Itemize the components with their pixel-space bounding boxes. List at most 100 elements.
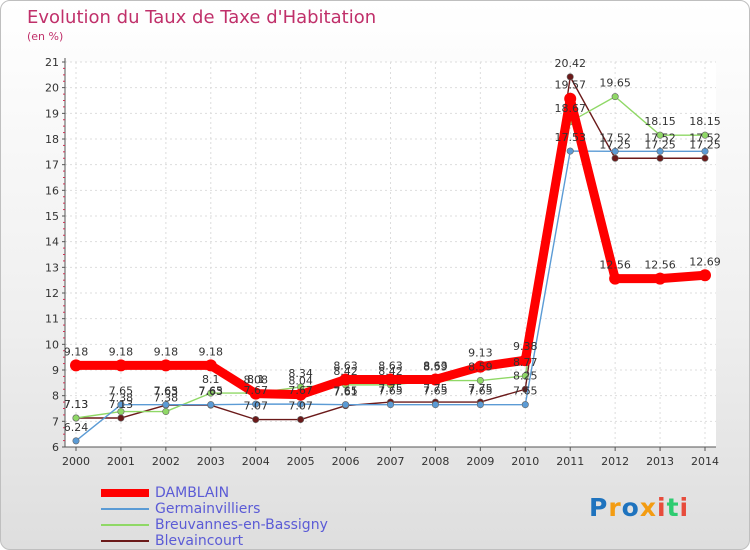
x-tick-label: 2007 xyxy=(377,455,405,468)
data-label: 7.07 xyxy=(288,400,313,413)
data-label: 18.15 xyxy=(689,115,721,128)
data-point xyxy=(162,408,170,416)
data-point xyxy=(429,373,442,386)
data-point xyxy=(566,73,574,81)
data-label: 7.67 xyxy=(288,384,313,397)
y-tick-label: 11 xyxy=(45,313,59,326)
data-label: 7.38 xyxy=(154,392,179,405)
data-point xyxy=(656,147,664,155)
data-label: 9.18 xyxy=(199,345,224,358)
data-point xyxy=(207,401,215,409)
data-label: 19.57 xyxy=(554,79,586,92)
data-label: 6.24 xyxy=(64,421,89,434)
data-point xyxy=(252,400,260,408)
data-label: 7.07 xyxy=(243,400,268,413)
data-label: 17.52 xyxy=(644,131,676,144)
data-label: 17.52 xyxy=(599,131,631,144)
data-point xyxy=(701,147,709,155)
data-label: 20.42 xyxy=(554,57,586,70)
data-label: 7.65 xyxy=(333,385,358,398)
data-label: 19.65 xyxy=(599,77,631,90)
data-point xyxy=(564,92,577,105)
data-label: 8.04 xyxy=(288,375,313,388)
data-label: 7.65 xyxy=(513,385,538,398)
data-label: 7.38 xyxy=(109,392,134,405)
data-point xyxy=(72,437,80,445)
y-tick-label: 10 xyxy=(45,338,59,351)
legend-item: Blevaincourt xyxy=(101,533,441,549)
data-label: 18.67 xyxy=(554,102,586,115)
y-tick-label: 19 xyxy=(45,107,59,120)
data-label: 8.1 xyxy=(202,373,220,386)
data-point xyxy=(474,360,487,373)
data-label: 7.65 xyxy=(378,385,403,398)
x-tick-label: 2003 xyxy=(197,455,225,468)
data-point xyxy=(342,401,350,409)
data-label: 17.25 xyxy=(644,138,676,151)
brand-letter: o xyxy=(621,493,640,522)
data-point xyxy=(611,154,619,162)
data-label: 8.25 xyxy=(513,369,538,382)
data-label: 7.13 xyxy=(64,398,89,411)
data-point xyxy=(701,154,709,162)
data-label: 8.63 xyxy=(378,359,403,372)
brand-letter: x xyxy=(639,493,657,522)
data-label: 8.08 xyxy=(243,374,268,387)
y-tick-label: 12 xyxy=(45,287,59,300)
x-tick-label: 2001 xyxy=(107,455,135,468)
legend-swatch xyxy=(101,489,149,497)
data-label: 8.63 xyxy=(423,359,448,372)
data-label: 8.34 xyxy=(288,367,313,380)
data-label: 8.42 xyxy=(333,365,358,378)
data-label: 9.18 xyxy=(109,345,134,358)
data-label: 7.13 xyxy=(109,398,134,411)
x-tick-label: 2000 xyxy=(62,455,90,468)
x-tick-label: 2012 xyxy=(601,455,629,468)
data-point xyxy=(521,401,529,409)
legend-swatch xyxy=(101,524,149,526)
data-label: 8.77 xyxy=(513,356,538,369)
data-label: 7.67 xyxy=(243,384,268,397)
data-point xyxy=(611,147,619,155)
data-label: 18.15 xyxy=(644,115,676,128)
y-tick-label: 21 xyxy=(45,56,59,69)
data-point xyxy=(204,359,217,372)
data-point xyxy=(117,414,125,422)
data-point xyxy=(476,377,484,385)
legend-swatch xyxy=(101,540,149,542)
data-label: 7.75 xyxy=(378,382,403,395)
y-tick-label: 18 xyxy=(45,133,59,146)
legend-label: DAMBLAIN xyxy=(155,485,230,501)
data-point xyxy=(611,93,619,101)
data-point xyxy=(297,416,305,424)
data-label: 17.53 xyxy=(554,131,586,144)
data-point xyxy=(249,387,262,400)
data-point xyxy=(114,359,127,372)
data-label: 9.18 xyxy=(154,345,179,358)
brand-letter: t xyxy=(666,493,680,522)
data-point xyxy=(70,359,82,372)
y-tick-label: 15 xyxy=(45,210,59,223)
data-label: 7.65 xyxy=(154,385,179,398)
data-label: 7.13 xyxy=(64,398,89,411)
chart-legend: DAMBLAIN Germainvilliers Breuvannes-en-Bas… xyxy=(101,485,441,549)
data-label: 9.38 xyxy=(513,340,538,353)
x-tick-label: 2010 xyxy=(511,455,539,468)
x-tick-label: 2002 xyxy=(152,455,180,468)
data-label: 8.59 xyxy=(423,361,448,374)
data-label: 9.13 xyxy=(468,347,493,360)
data-label: 12.56 xyxy=(644,259,676,272)
data-label: 9.18 xyxy=(64,345,89,358)
data-label: 7.63 xyxy=(199,385,224,398)
data-point xyxy=(297,400,305,408)
x-tick-label: 2008 xyxy=(421,455,449,468)
x-tick-label: 2005 xyxy=(287,455,315,468)
legend-label: Blevaincourt xyxy=(155,533,244,549)
data-label: 17.25 xyxy=(599,138,631,151)
data-label: 7.75 xyxy=(423,382,448,395)
data-label: 12.56 xyxy=(599,259,631,272)
x-tick-label: 2009 xyxy=(466,455,494,468)
brand-letter: i xyxy=(657,493,667,522)
